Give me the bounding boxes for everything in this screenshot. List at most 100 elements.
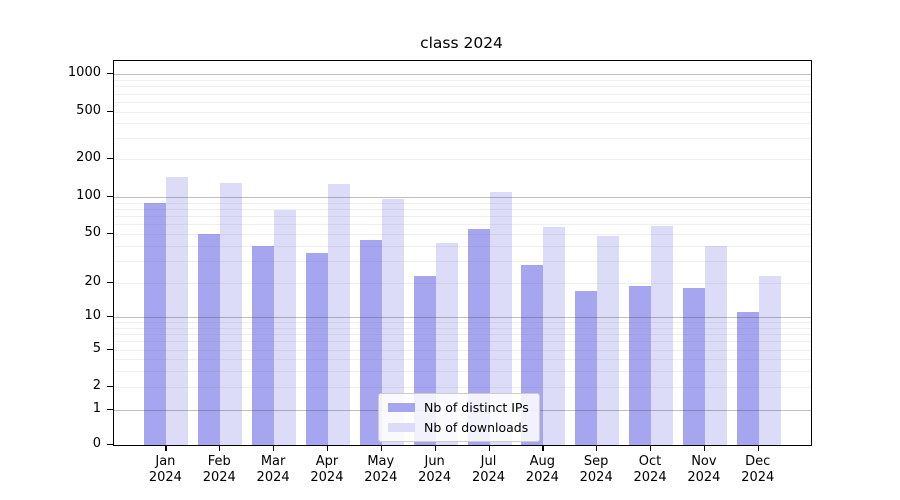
y-grid-minor bbox=[114, 261, 811, 263]
y-grid-minor bbox=[114, 159, 811, 160]
y-grid-minor bbox=[114, 359, 811, 360]
y-tick-label: 500 bbox=[76, 103, 101, 118]
y-grid-minor bbox=[114, 234, 811, 235]
y-tick-label: 0 bbox=[92, 436, 101, 451]
y-grid-major bbox=[114, 197, 811, 198]
bar-downloads-sep bbox=[597, 236, 620, 445]
y-tick-mark bbox=[107, 409, 113, 411]
y-grid-minor bbox=[114, 123, 811, 125]
x-tick-label: Jan 2024 bbox=[148, 454, 182, 485]
y-tick-label: 200 bbox=[76, 150, 101, 165]
y-grid-minor bbox=[114, 322, 811, 324]
bar-downloads-mar bbox=[274, 210, 297, 445]
y-grid-minor bbox=[114, 350, 811, 351]
y-grid-minor bbox=[114, 327, 811, 329]
y-grid-minor bbox=[114, 138, 811, 140]
x-tick-label: Feb 2024 bbox=[202, 454, 236, 485]
x-tick-label: Apr 2024 bbox=[310, 454, 344, 485]
bar-distinct-ips-mar bbox=[252, 245, 275, 445]
x-tick-mark bbox=[542, 445, 544, 452]
legend-row-downloads: Nb of downloads bbox=[388, 420, 529, 435]
x-tick-mark bbox=[757, 445, 759, 452]
y-tick-label: 5 bbox=[92, 341, 101, 356]
y-grid-minor bbox=[114, 341, 811, 343]
y-tick-mark bbox=[107, 233, 113, 235]
x-tick-mark bbox=[596, 445, 598, 452]
legend-swatch-distinct-ips bbox=[388, 403, 415, 412]
x-tick-label: Dec 2024 bbox=[741, 454, 775, 485]
y-grid-major bbox=[114, 317, 811, 318]
bar-distinct-ips-jul bbox=[467, 228, 490, 445]
bar-downloads-apr bbox=[327, 183, 350, 445]
bar-downloads-may bbox=[381, 199, 404, 445]
y-grid-minor bbox=[114, 224, 811, 226]
bar-distinct-ips-jan bbox=[144, 202, 167, 445]
bar-distinct-ips-dec bbox=[736, 312, 759, 445]
y-tick-label: 100 bbox=[76, 188, 101, 203]
y-grid-minor bbox=[114, 202, 811, 204]
legend: Nb of distinct IPs Nb of downloads bbox=[378, 393, 540, 442]
legend-label-distinct-ips: Nb of distinct IPs bbox=[424, 400, 529, 415]
y-tick-label: 1 bbox=[92, 401, 101, 416]
y-grid-minor bbox=[114, 216, 811, 218]
x-tick-mark bbox=[380, 445, 382, 452]
legend-row-distinct-ips: Nb of distinct IPs bbox=[388, 400, 529, 415]
y-grid-minor bbox=[114, 245, 811, 247]
y-grid-minor bbox=[114, 283, 811, 284]
y-grid-minor bbox=[114, 86, 811, 88]
y-tick-label: 20 bbox=[84, 274, 101, 289]
y-tick-mark bbox=[107, 73, 113, 75]
bar-downloads-aug bbox=[543, 227, 566, 445]
y-tick-label: 1000 bbox=[67, 65, 101, 80]
bar-distinct-ips-nov bbox=[682, 288, 705, 445]
bar-distinct-ips-sep bbox=[575, 290, 598, 445]
x-tick-label: Aug 2024 bbox=[525, 454, 559, 485]
bar-downloads-dec bbox=[758, 275, 781, 445]
x-tick-label: Sep 2024 bbox=[579, 454, 613, 485]
x-tick-label: May 2024 bbox=[364, 454, 398, 485]
bar-distinct-ips-apr bbox=[305, 253, 328, 445]
bar-downloads-jan bbox=[166, 176, 189, 445]
x-tick-label: Jul 2024 bbox=[471, 454, 506, 485]
y-grid-major bbox=[114, 74, 811, 75]
bar-distinct-ips-may bbox=[359, 239, 382, 445]
x-tick-mark bbox=[650, 445, 652, 452]
legend-label-downloads: Nb of downloads bbox=[424, 420, 529, 435]
y-grid-minor bbox=[114, 333, 811, 335]
bar-downloads-jul bbox=[489, 191, 512, 445]
y-grid-minor bbox=[114, 112, 811, 113]
y-tick-mark bbox=[107, 386, 113, 388]
x-tick-label: Mar 2024 bbox=[256, 454, 290, 485]
x-tick-mark bbox=[219, 445, 221, 452]
y-tick-mark bbox=[107, 349, 113, 351]
legend-swatch-downloads bbox=[388, 423, 415, 432]
y-tick-mark bbox=[107, 158, 113, 160]
y-grid-minor bbox=[114, 370, 811, 372]
y-grid-minor bbox=[114, 387, 811, 388]
y-tick-mark bbox=[107, 282, 113, 284]
y-tick-mark bbox=[107, 111, 113, 113]
y-grid-minor bbox=[114, 102, 811, 103]
x-tick-label: Nov 2024 bbox=[687, 454, 721, 485]
x-tick-mark bbox=[488, 445, 490, 452]
x-tick-mark bbox=[326, 445, 329, 452]
x-tick-mark bbox=[434, 445, 436, 452]
bar-downloads-feb bbox=[220, 182, 243, 445]
y-tick-mark bbox=[107, 444, 113, 446]
y-tick-label: 10 bbox=[84, 308, 101, 323]
y-tick-mark bbox=[107, 316, 113, 318]
bar-downloads-oct bbox=[651, 226, 674, 445]
bar-distinct-ips-feb bbox=[198, 234, 221, 445]
bar-downloads-nov bbox=[704, 245, 727, 445]
bar-distinct-ips-oct bbox=[629, 285, 652, 445]
chart-title: class 2024 bbox=[420, 34, 503, 52]
x-tick-label: Oct 2024 bbox=[633, 454, 667, 485]
x-tick-mark bbox=[273, 445, 275, 452]
x-tick-label: Jun 2024 bbox=[418, 454, 452, 485]
x-tick-mark bbox=[703, 445, 706, 452]
x-tick-mark bbox=[165, 445, 167, 452]
y-tick-mark bbox=[107, 196, 113, 198]
y-grid-minor bbox=[114, 79, 811, 81]
plot-area: Nb of distinct IPs Nb of downloads bbox=[113, 60, 812, 446]
